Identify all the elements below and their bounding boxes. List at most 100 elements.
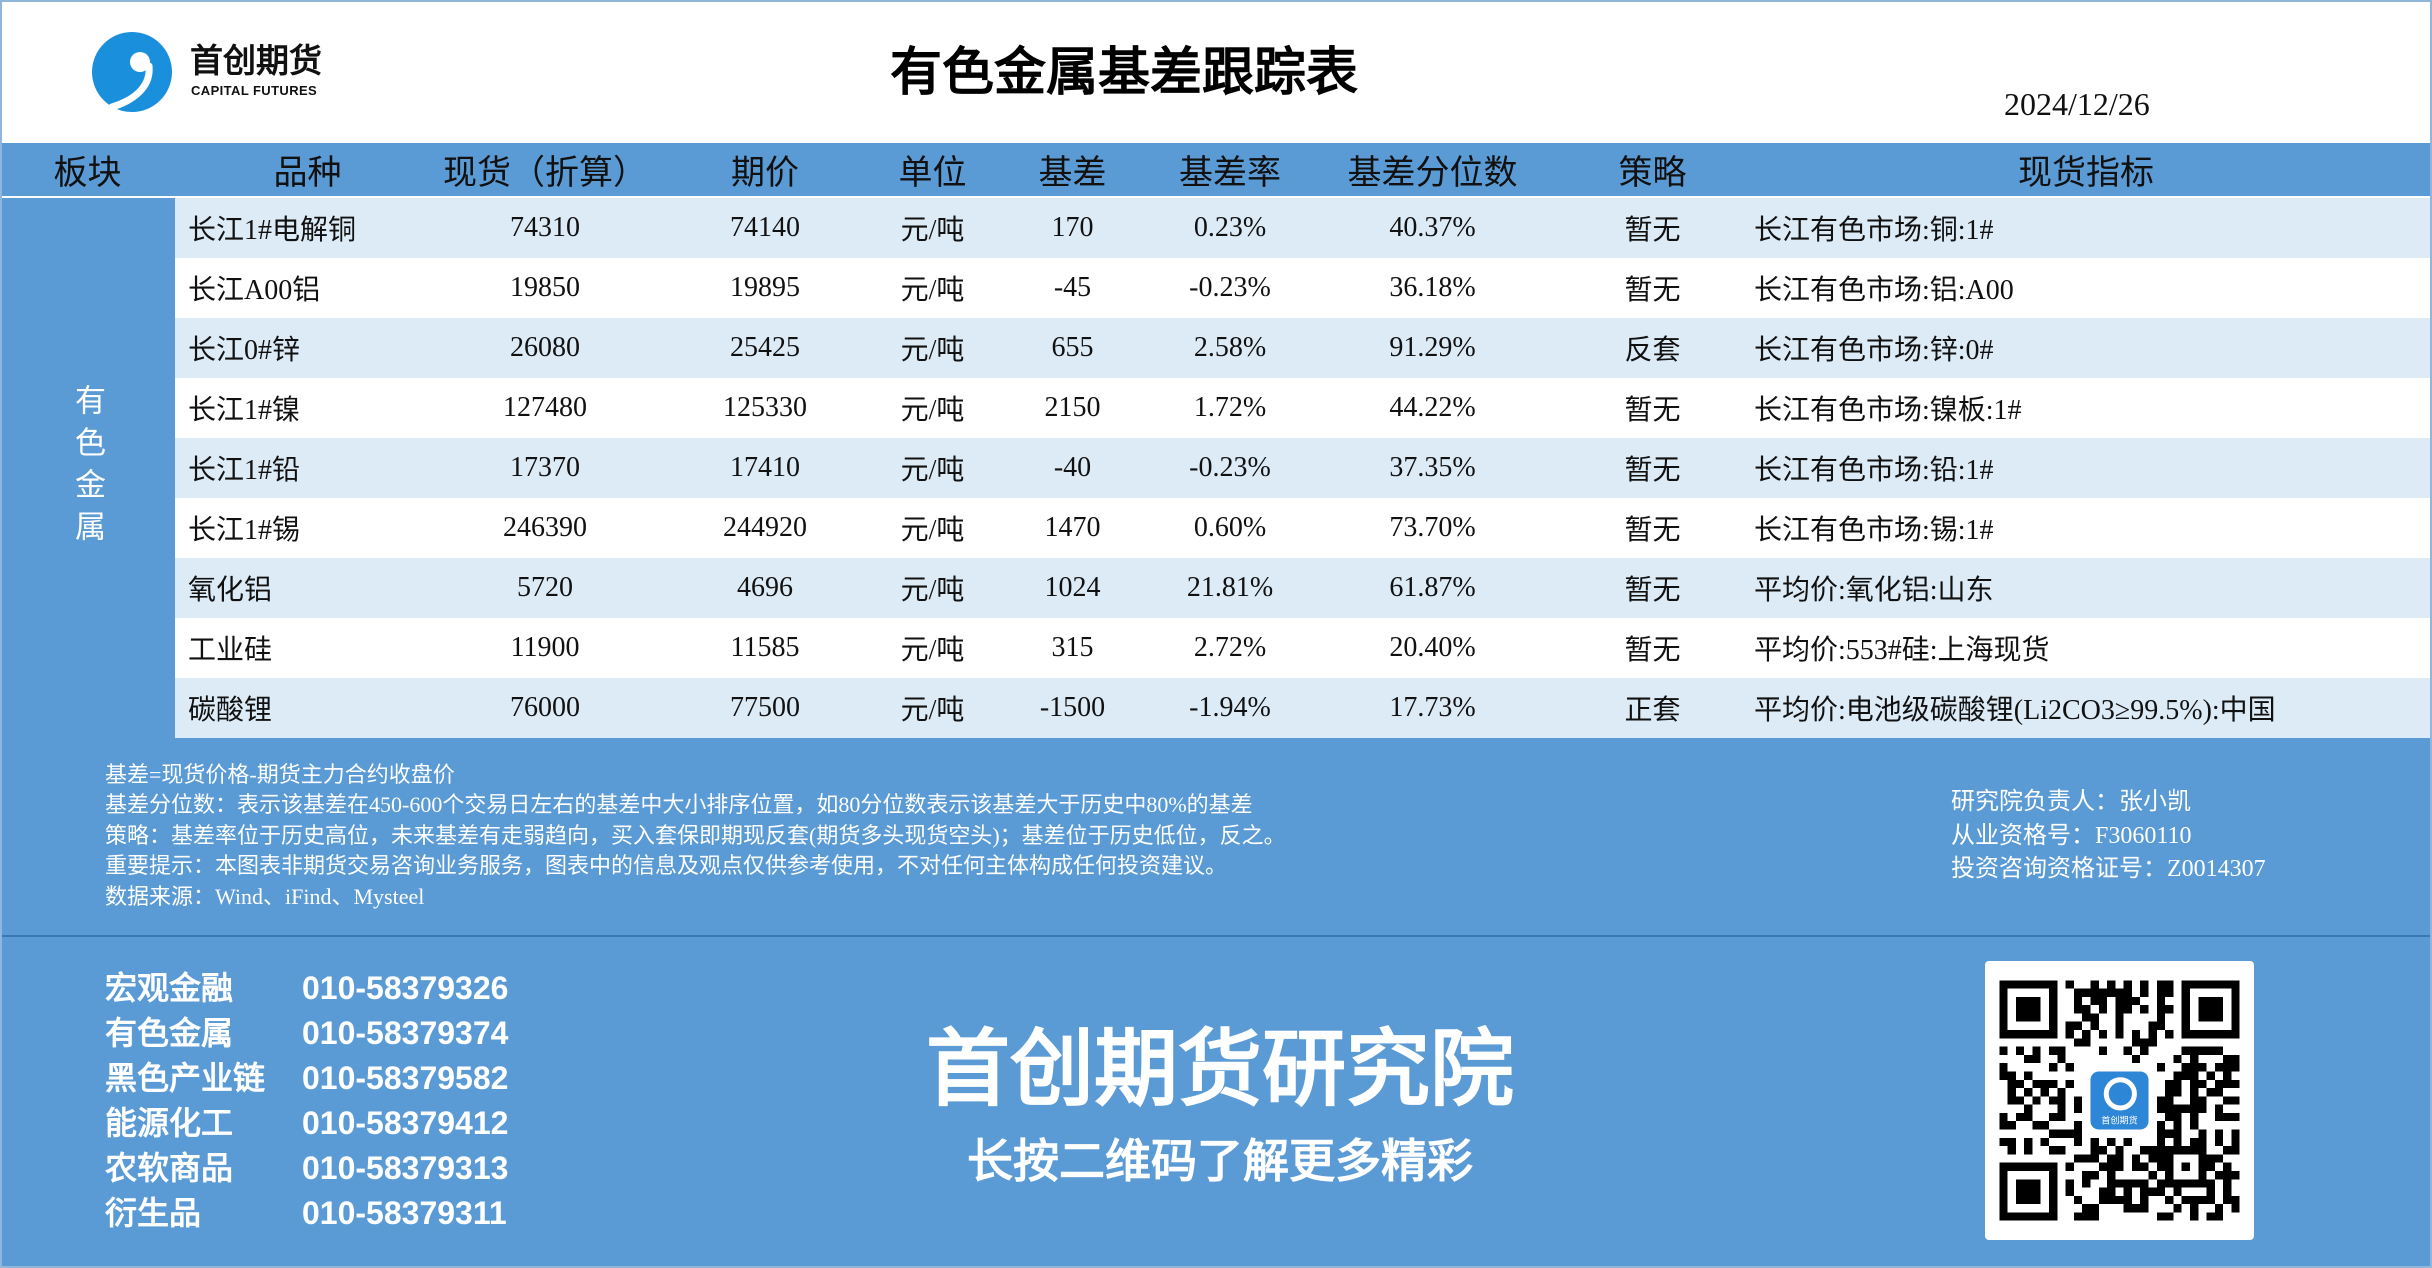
cell-strategy: 正套 (1565, 678, 1740, 738)
contact-dept: 宏观金融 (105, 970, 234, 1006)
qr-logo-text: 首创期货 (2101, 1115, 2137, 1126)
cell-basis-percentile: 37.35% (1300, 438, 1565, 498)
cell-unit: 元/吨 (880, 678, 985, 738)
research-contacts: 研究院负责人：张小凯 从业资格号：F3060110 投资咨询资格证号：Z0014… (1951, 786, 2266, 887)
header-strategy: 策略 (1565, 143, 1740, 198)
cell-futures-price: 19895 (650, 258, 880, 318)
cell-basis-percentile: 61.87% (1300, 558, 1565, 618)
cell-basis: -1500 (985, 678, 1160, 738)
contact-item: 衍生品 010-58379311 (105, 1191, 565, 1236)
contact-dept: 农软商品 (105, 1150, 234, 1186)
qr-modules (1999, 980, 2240, 1221)
cell-spot-indicator: 平均价:氧化铝:山东 (1740, 558, 2432, 618)
logo-disc (92, 32, 172, 112)
cell-variety: 长江1#锡 (175, 498, 440, 558)
cell-unit: 元/吨 (880, 498, 985, 558)
notes-panel: 基差=现货价格-期货主力合约收盘价 基差分位数：表示该基差在450-600个交易… (0, 738, 2432, 935)
qr-slogan: 长按二维码了解更多精彩 (967, 1135, 1473, 1187)
cell-spot-price: 17370 (440, 438, 650, 498)
cell-variety: 工业硅 (175, 618, 440, 678)
header-basis: 基差 (985, 143, 1160, 198)
basis-table: 有色金属 板块 品种 现货（折算） 期价 单位 基差 基差率 基差分位数 策略 现货指标 长江1#电… (0, 143, 2432, 738)
cell-basis: 655 (985, 318, 1160, 378)
cell-basis: 315 (985, 618, 1160, 678)
cell-futures-price: 125330 (650, 378, 880, 438)
cell-basis-rate: 0.23% (1160, 198, 1300, 258)
notes-list: 基差=现货价格-期货主力合约收盘价 基差分位数：表示该基差在450-600个交易… (105, 760, 1286, 912)
contact-dept: 黑色产业链 (105, 1060, 266, 1096)
cell-variety: 长江0#锌 (175, 318, 440, 378)
cell-basis: 1024 (985, 558, 1160, 618)
header-sector: 板块 (0, 143, 175, 198)
header-basis-percentile: 基差分位数 (1300, 143, 1565, 198)
note-disclaimer: 重要提示：本图表非期货交易咨询业务服务，图表中的信息及观点仅供参考使用，不对任何… (105, 853, 1228, 879)
cell-basis-rate: 21.81% (1160, 558, 1300, 618)
cell-variety: 长江1#镍 (175, 378, 440, 438)
cell-variety: 长江1#电解铜 (175, 198, 440, 258)
contact-item: 农软商品 010-58379313 (105, 1146, 565, 1191)
cell-futures-price: 244920 (650, 498, 880, 558)
contact-item: 有色金属 010-58379374 (105, 1011, 565, 1056)
header-spot-price: 现货（折算） (440, 143, 650, 198)
cell-spot-indicator: 长江有色市场:镍板:1# (1740, 378, 2432, 438)
page-title: 有色金属基差跟踪表 (889, 44, 1358, 102)
qr-code[interactable]: 首创期货 (1985, 961, 2254, 1240)
contact-list: 宏观金融 010-58379326 有色金属 010-58379374 黑色产业… (105, 966, 565, 1236)
cell-unit: 元/吨 (880, 378, 985, 438)
cell-strategy: 暂无 (1565, 498, 1740, 558)
note-data-source: 数据来源：Wind、iFind、Mysteel (105, 883, 425, 909)
cell-futures-price: 77500 (650, 678, 880, 738)
logo-name-en: CAPITAL FUTURES (191, 83, 318, 98)
sector-cell: 有色金属 (0, 198, 175, 738)
cell-strategy: 暂无 (1565, 618, 1740, 678)
cell-strategy: 暂无 (1565, 378, 1740, 438)
contact-phone: 010-58379326 (302, 970, 509, 1006)
note-percentile-definition: 基差分位数：表示该基差在450-600个交易日左右的基差中大小排序位置，如80分… (105, 792, 1253, 818)
cell-basis-rate: 2.72% (1160, 618, 1300, 678)
cell-unit: 元/吨 (880, 258, 985, 318)
cell-spot-price: 127480 (440, 378, 650, 438)
contact-phone: 010-58379582 (302, 1060, 509, 1096)
cell-futures-price: 74140 (650, 198, 880, 258)
research-head: 研究院负责人：张小凯 (1951, 789, 2191, 815)
cell-spot-indicator: 平均价:电池级碳酸锂(Li2CO3≥99.5%):中国 (1740, 678, 2432, 738)
cell-strategy: 暂无 (1565, 438, 1740, 498)
contact-item: 能源化工 010-58379412 (105, 1101, 565, 1146)
cell-unit: 元/吨 (880, 318, 985, 378)
header-unit: 单位 (880, 143, 985, 198)
cell-basis-percentile: 40.37% (1300, 198, 1565, 258)
cell-basis-rate: 0.60% (1160, 498, 1300, 558)
note-basis-definition: 基差=现货价格-期货主力合约收盘价 (105, 762, 455, 787)
cell-basis-percentile: 91.29% (1300, 318, 1565, 378)
contact-item: 宏观金融 010-58379326 (105, 966, 565, 1011)
cell-strategy: 反套 (1565, 318, 1740, 378)
cell-basis-rate: -1.94% (1160, 678, 1300, 738)
cell-spot-price: 246390 (440, 498, 650, 558)
cell-variety: 长江A00铝 (175, 258, 440, 318)
cell-basis-percentile: 17.73% (1300, 678, 1565, 738)
sector-label: 有色金属 (70, 384, 105, 552)
header-futures-price: 期价 (650, 143, 880, 198)
cell-unit: 元/吨 (880, 558, 985, 618)
qualification-number: 从业资格号：F3060110 (1951, 822, 2192, 849)
cell-spot-indicator: 长江有色市场:铝:A00 (1740, 258, 2432, 318)
contact-dept: 能源化工 (105, 1105, 234, 1141)
cell-variety: 氧化铝 (175, 558, 440, 618)
qr-logo-mark (2103, 1077, 2137, 1111)
company-logo: 首创期货 CAPITAL FUTURES (90, 30, 340, 116)
cell-spot-indicator: 长江有色市场:铅:1# (1740, 438, 2432, 498)
cell-futures-price: 17410 (650, 438, 880, 498)
header: 首创期货 CAPITAL FUTURES 有色金属基差跟踪表 2024/12/2… (0, 0, 2432, 143)
footer: 宏观金融 010-58379326 有色金属 010-58379374 黑色产业… (0, 935, 2432, 1268)
contact-phone: 010-58379313 (302, 1150, 509, 1186)
header-variety: 品种 (175, 143, 440, 198)
cell-strategy: 暂无 (1565, 258, 1740, 318)
cell-basis-percentile: 44.22% (1300, 378, 1565, 438)
logo-dot (130, 52, 150, 72)
contact-phone: 010-58379311 (302, 1195, 507, 1231)
cell-basis-rate: -0.23% (1160, 258, 1300, 318)
cell-spot-price: 19850 (440, 258, 650, 318)
logo-tail (108, 62, 153, 111)
cell-futures-price: 11585 (650, 618, 880, 678)
cell-futures-price: 25425 (650, 318, 880, 378)
